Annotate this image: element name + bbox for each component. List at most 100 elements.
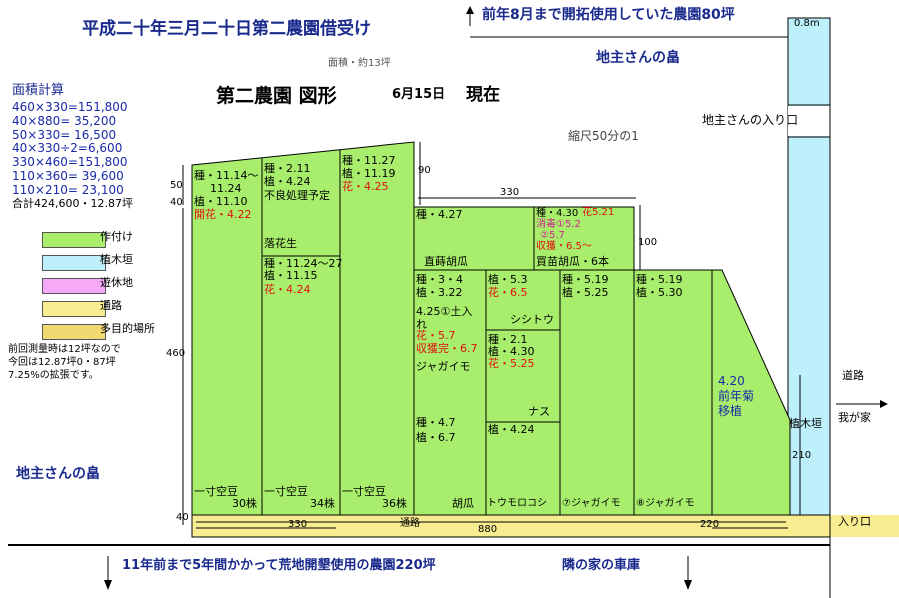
calc-line: 40×880= 35,200 <box>12 113 117 128</box>
landlord-field-top: 地主さんの畠 <box>596 50 680 66</box>
road-label: 道路 <box>842 369 864 382</box>
plot2-plan: 不良処理予定 <box>264 189 330 202</box>
plot6-sow-b: 種・4.7 <box>416 416 456 429</box>
landlord-entrance-box <box>788 106 830 136</box>
now-label: 現在 <box>466 85 500 105</box>
legend-swatch <box>42 301 106 317</box>
path-label: 通路 <box>400 518 420 529</box>
plot1-count: 30株 <box>232 497 257 510</box>
date-label: 6月15日 <box>392 87 446 102</box>
plot1-plant: 植・11.10 <box>194 195 248 208</box>
dim-210: 210 <box>792 450 812 461</box>
plot6-crop: 胡瓜 <box>452 497 474 510</box>
neighbor-label: 隣の家の車庫 <box>562 558 641 573</box>
area-small: 面積・約13坪 <box>328 58 391 69</box>
calc-line: 50×330= 16,500 <box>12 127 117 142</box>
legend-label: 植木垣 <box>100 253 133 266</box>
entrance-label: 入り口 <box>838 515 871 528</box>
diagram-title: 第二農園 図形 <box>216 85 337 107</box>
plot6-soil2: れ <box>416 318 427 331</box>
plot6-harvest: 収獲完・6.7 <box>416 342 478 355</box>
plot6-soil: 4.25①土入 <box>416 305 473 318</box>
plot1-sow2: 11.24 <box>210 182 242 195</box>
plot4-sow: 種・4.27 <box>416 208 463 221</box>
plot3-plant: 植・11.19 <box>342 167 396 180</box>
plot5-sow: 種・4.30 <box>536 208 579 219</box>
diagram-title-box <box>212 84 578 112</box>
dim-100: 100 <box>638 237 658 248</box>
plot5-spray1: 消毒①5.2 <box>536 219 581 230</box>
plot8-name: ナス <box>528 405 550 418</box>
plot3-count: 36株 <box>382 497 407 510</box>
legend-swatch <box>42 232 106 248</box>
dim-50: 50 <box>170 180 183 191</box>
plot11-moved: 移植 <box>718 404 743 418</box>
dim-40-left: 40 <box>170 197 183 208</box>
scale-label: 縮尺50分の1 <box>568 129 639 143</box>
note-line: 7.25%の拡張です。 <box>8 370 99 381</box>
calc-line: 330×460=151,800 <box>12 155 128 170</box>
plot3-sow: 種・11.27 <box>342 154 396 167</box>
plot1-bloom: 開花・4.22 <box>194 208 252 221</box>
plot2-plant: 植・4.24 <box>264 175 311 188</box>
plot2-sow-b: 種・11.24～27 <box>264 257 343 270</box>
dim-880: 880 <box>478 524 498 535</box>
plot2-crop: 一寸空豆 <box>264 485 308 498</box>
note-line: 今回は12.87坪0・87坪 <box>8 357 116 368</box>
legend-swatch <box>42 324 106 340</box>
plot3-bloom: 花・4.25 <box>342 180 389 193</box>
plot9-crop: ⑦ジャガイモ <box>562 498 621 509</box>
area-calc-title: 面積計算 <box>12 83 65 98</box>
hedge-strip <box>787 17 831 517</box>
to-home-label: 我が家 <box>838 411 871 424</box>
plot6-bloom: 花・5.7 <box>416 329 456 342</box>
plot4-name: 直蒔胡瓜 <box>424 255 468 268</box>
plot6-plant: 植・3.22 <box>416 286 463 299</box>
plot11-date: 4.20 <box>718 374 745 388</box>
plot5-name: 買苗胡瓜・6本 <box>536 255 609 268</box>
plot2-sow: 種・2.11 <box>264 162 311 175</box>
calc-total: 合計424,600・12.87坪 <box>12 196 133 210</box>
plot8-crop: トウモロコシ <box>487 498 547 509</box>
plot7-bloom: 花・6.5 <box>488 286 528 299</box>
area-calc-lines: 460×330=151,800 40×880= 35,200 50×330= 1… <box>12 100 133 210</box>
plot6-sow: 種・3・4 <box>416 273 463 286</box>
hedge-label: 植木垣 <box>789 417 822 430</box>
calc-line: 110×360= 39,600 <box>12 168 124 183</box>
plot2-name: 落花生 <box>264 237 297 250</box>
plot10-crop: ⑧ジャガイモ <box>636 498 695 509</box>
plot11-prev: 前年菊 <box>718 389 755 403</box>
dim-460: 460 <box>166 348 186 359</box>
width-note: 0.8m <box>794 18 820 29</box>
landlord-field-left: 地主さんの畠 <box>16 466 100 482</box>
plot5-bloom: 花5.21 <box>582 207 615 218</box>
calc-line: 460×330=151,800 <box>12 100 128 114</box>
calc-line: 110×210= 23,100 <box>12 182 124 197</box>
legend-label: 遊休地 <box>100 276 133 289</box>
plot3-crop: 一寸空豆 <box>342 485 386 498</box>
legend-label: 多目的場所 <box>100 322 155 335</box>
landlord-entrance: 地主さんの入り口 <box>702 113 799 127</box>
plot8-plant-b: 植・4.24 <box>488 423 535 436</box>
plot2-bloom: 花・4.24 <box>264 283 311 296</box>
plot10-plant: 植・5.30 <box>636 286 683 299</box>
entrance-strip <box>830 515 899 537</box>
plot5-spray2: ②5.7 <box>540 230 565 241</box>
plot2-count: 34株 <box>310 497 335 510</box>
dim-220: 220 <box>700 519 720 530</box>
plot8-bloom: 花・5.25 <box>488 357 535 370</box>
plot10-sow: 種・5.19 <box>636 273 683 286</box>
legend-label: 作付け <box>100 230 133 243</box>
dim-90: 90 <box>418 165 431 176</box>
plot1-crop: 一寸空豆 <box>194 485 238 498</box>
dim-40-bottom: 40 <box>176 512 189 523</box>
legend-swatch <box>42 255 106 271</box>
legend-label: 通路 <box>100 299 122 312</box>
legend-swatch <box>42 278 106 294</box>
plot5-harvest: 収獲・6.5～ <box>536 241 592 252</box>
plot7-name: シシトウ <box>510 313 554 326</box>
plot8-plant: 植・4.30 <box>488 345 535 358</box>
calc-line: 40×330÷2=6,600 <box>12 141 123 156</box>
plot9-sow: 種・5.19 <box>562 273 609 286</box>
